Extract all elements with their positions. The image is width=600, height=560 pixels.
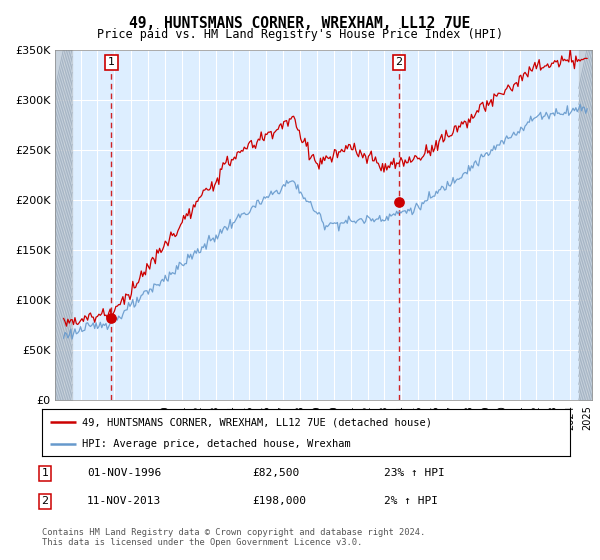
Text: 01-NOV-1996: 01-NOV-1996 <box>87 468 161 478</box>
Text: 1: 1 <box>41 468 49 478</box>
Text: 11-NOV-2013: 11-NOV-2013 <box>87 496 161 506</box>
Text: 1: 1 <box>108 58 115 67</box>
Text: HPI: Average price, detached house, Wrexham: HPI: Average price, detached house, Wrex… <box>82 439 350 449</box>
Text: Price paid vs. HM Land Registry's House Price Index (HPI): Price paid vs. HM Land Registry's House … <box>97 28 503 41</box>
Text: £82,500: £82,500 <box>252 468 299 478</box>
Text: 23% ↑ HPI: 23% ↑ HPI <box>384 468 445 478</box>
Text: 49, HUNTSMANS CORNER, WREXHAM, LL12 7UE (detached house): 49, HUNTSMANS CORNER, WREXHAM, LL12 7UE … <box>82 417 431 427</box>
Text: 2% ↑ HPI: 2% ↑ HPI <box>384 496 438 506</box>
Text: 2: 2 <box>395 58 403 67</box>
Text: £198,000: £198,000 <box>252 496 306 506</box>
Text: 49, HUNTSMANS CORNER, WREXHAM, LL12 7UE: 49, HUNTSMANS CORNER, WREXHAM, LL12 7UE <box>130 16 470 31</box>
Point <box>107 314 116 323</box>
Text: 2: 2 <box>41 496 49 506</box>
Point <box>394 198 404 207</box>
Text: Contains HM Land Registry data © Crown copyright and database right 2024.
This d: Contains HM Land Registry data © Crown c… <box>42 528 425 547</box>
